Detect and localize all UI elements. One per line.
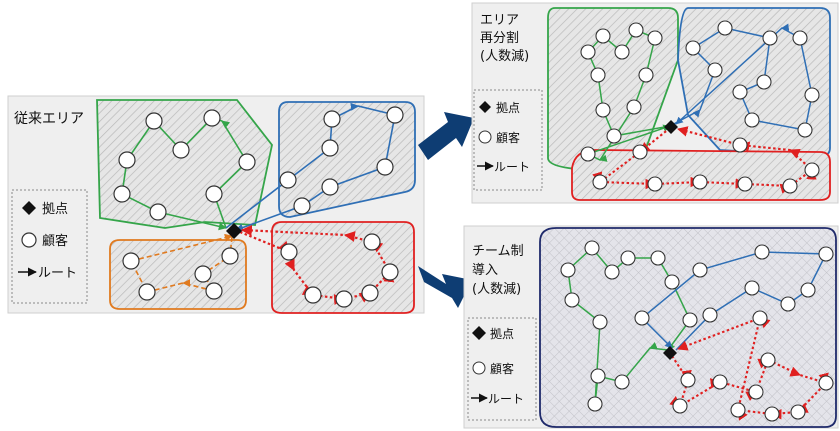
legend-depot-label: 拠点 [496, 101, 520, 115]
customer-icon [21, 232, 37, 248]
panel-repartition-title-3: (人数減) [480, 48, 529, 64]
legend-route-label: ルート [494, 160, 530, 174]
panel-team: チーム制 導入 (人数減) 拠点 顧客 ルート [463, 225, 839, 429]
legend-customer-label: 顧客 [490, 361, 514, 376]
transition-arrow-lower-icon [418, 266, 472, 308]
legend-depot-label: 拠点 [490, 327, 514, 341]
legend-depot-label: 拠点 [42, 202, 68, 217]
depot-icon [479, 101, 491, 113]
panel-team-title-1: チーム制 [472, 244, 524, 259]
team-area [539, 227, 837, 428]
customer-icon [472, 361, 486, 375]
customers-repartition [580, 20, 820, 194]
customers-team [560, 240, 834, 422]
panel-repartition: エリア 再分割 (人数減) 拠点 顧客 ルート [471, 2, 839, 204]
legend-customer-label: 顧客 [42, 233, 68, 249]
legend-customer-label: 顧客 [496, 130, 520, 145]
depot-icon [472, 326, 486, 340]
legend-route-label: ルート [488, 392, 524, 406]
legend-route-label: ルート [38, 266, 77, 281]
depot-marker [663, 346, 677, 360]
panel-repartition-title-1: エリア [480, 13, 519, 28]
depot-marker [226, 223, 242, 239]
customer-icon [478, 130, 492, 144]
customers-original [113, 106, 404, 308]
panel-original: 従来エリア 拠点 顧客 ルート [7, 95, 425, 314]
depot-icon [22, 201, 36, 215]
transition-arrow-upper-icon [418, 112, 474, 160]
panel-original-title: 従来エリア [14, 111, 84, 127]
panel-repartition-title-2: 再分割 [480, 30, 519, 46]
depot-marker [664, 120, 678, 134]
panel-team-title-3: (人数減) [472, 281, 521, 297]
panel-team-title-2: 導入 [472, 263, 498, 278]
